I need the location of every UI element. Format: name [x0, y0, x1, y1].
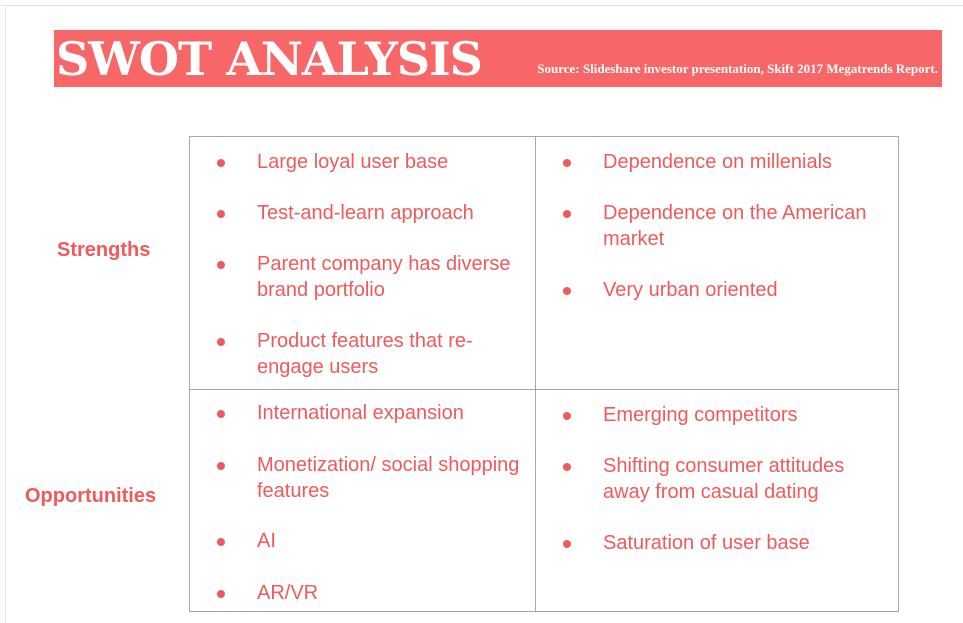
slide-edge-top — [0, 5, 963, 6]
bullet-icon — [217, 159, 225, 167]
bullet-icon — [217, 538, 225, 546]
bullet-icon — [217, 410, 225, 418]
table-divider-horizontal — [190, 389, 898, 390]
bullet-icon — [563, 287, 571, 295]
bullet-icon — [563, 540, 571, 548]
table-divider-vertical — [535, 137, 536, 611]
bullet-icon — [563, 159, 571, 167]
bullet-icon — [217, 338, 225, 346]
row-label-opportunities[interactable]: Opportunities — [25, 485, 157, 507]
bullet-icon — [563, 463, 571, 471]
swot-table[interactable]: Large loyal user base Test-and-learn app… — [189, 136, 899, 612]
source-note[interactable]: Source: Slideshare investor presentation… — [537, 61, 938, 76]
slide-title[interactable]: SWOT ANALYSIS — [56, 32, 483, 86]
bullet-icon — [217, 261, 225, 269]
bullet-icon — [217, 462, 225, 470]
row-label-strengths[interactable]: Strengths — [57, 239, 151, 261]
bullet-icon — [217, 590, 225, 598]
slide-edge-left — [5, 5, 6, 623]
bullet-icon — [563, 210, 571, 218]
title-banner: SWOT ANALYSIS Source: Slideshare investo… — [54, 30, 942, 87]
bullet-icon — [563, 412, 571, 420]
bullet-icon — [217, 210, 225, 218]
